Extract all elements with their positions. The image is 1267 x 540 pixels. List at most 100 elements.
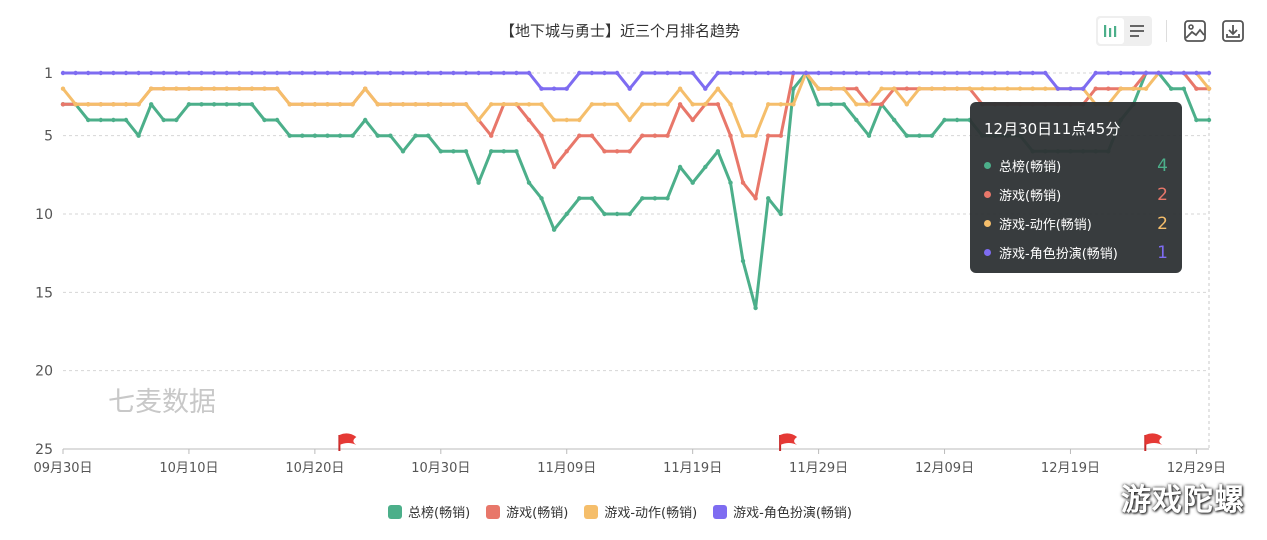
data-point[interactable]	[526, 117, 532, 123]
data-point[interactable]	[564, 86, 569, 91]
data-point[interactable]	[753, 305, 758, 311]
data-point[interactable]	[426, 133, 431, 138]
data-point[interactable]	[1181, 86, 1187, 91]
data-point[interactable]	[1093, 86, 1098, 91]
data-point[interactable]	[476, 117, 481, 123]
data-point[interactable]	[451, 149, 456, 154]
data-point[interactable]	[262, 86, 267, 91]
data-point[interactable]	[627, 117, 632, 123]
data-point[interactable]	[829, 86, 834, 91]
data-point[interactable]	[123, 117, 129, 123]
data-point[interactable]	[564, 149, 569, 154]
data-point[interactable]	[224, 70, 229, 76]
data-point[interactable]	[627, 86, 632, 91]
data-point[interactable]	[640, 196, 645, 201]
data-point[interactable]	[1093, 70, 1098, 76]
data-point[interactable]	[1030, 70, 1035, 76]
data-point[interactable]	[728, 180, 733, 185]
data-point[interactable]	[577, 117, 582, 123]
data-point[interactable]	[589, 196, 595, 201]
data-point[interactable]	[337, 102, 343, 107]
data-point[interactable]	[199, 70, 204, 76]
data-point[interactable]	[489, 149, 494, 154]
data-point[interactable]	[954, 70, 960, 76]
data-point[interactable]	[602, 102, 607, 107]
data-point[interactable]	[350, 70, 355, 76]
data-point[interactable]	[854, 86, 859, 91]
data-point[interactable]	[337, 70, 343, 76]
data-point[interactable]	[753, 133, 758, 138]
data-point[interactable]	[476, 180, 481, 185]
data-point[interactable]	[1169, 70, 1174, 76]
data-point[interactable]	[551, 164, 557, 170]
data-point[interactable]	[300, 102, 305, 107]
data-point[interactable]	[728, 133, 733, 138]
data-point[interactable]	[350, 133, 355, 138]
data-point[interactable]	[237, 86, 242, 91]
data-point[interactable]	[564, 211, 569, 217]
data-point[interactable]	[1206, 70, 1212, 76]
legend-item-overall[interactable]: 总榜(畅销)	[388, 502, 470, 521]
data-point[interactable]	[211, 86, 217, 91]
data-point[interactable]	[161, 86, 166, 91]
data-point[interactable]	[1143, 86, 1149, 91]
legend-item-games[interactable]: 游戏(畅销)	[486, 502, 568, 521]
data-point[interactable]	[992, 86, 998, 91]
data-point[interactable]	[539, 196, 544, 201]
data-point[interactable]	[929, 86, 935, 91]
data-point[interactable]	[438, 102, 443, 107]
data-point[interactable]	[766, 102, 771, 107]
data-point[interactable]	[400, 70, 406, 76]
data-point[interactable]	[942, 86, 947, 91]
data-point[interactable]	[892, 86, 897, 91]
data-point[interactable]	[149, 70, 154, 76]
data-point[interactable]	[614, 211, 620, 217]
data-point[interactable]	[60, 86, 66, 91]
data-point[interactable]	[677, 164, 683, 170]
data-point[interactable]	[778, 211, 783, 217]
data-point[interactable]	[753, 70, 758, 76]
data-point[interactable]	[589, 133, 595, 138]
data-point[interactable]	[551, 117, 557, 123]
data-point[interactable]	[778, 102, 783, 107]
data-point[interactable]	[690, 102, 695, 107]
data-point[interactable]	[866, 133, 872, 138]
data-point[interactable]	[652, 133, 658, 138]
data-point[interactable]	[766, 70, 771, 76]
data-point[interactable]	[816, 102, 821, 107]
data-point[interactable]	[967, 70, 972, 76]
data-point[interactable]	[954, 86, 960, 91]
event-flags[interactable]	[338, 433, 1163, 451]
data-point[interactable]	[149, 86, 154, 91]
data-point[interactable]	[514, 102, 519, 107]
data-point[interactable]	[904, 133, 909, 138]
data-point[interactable]	[463, 149, 469, 154]
data-point[interactable]	[199, 102, 204, 107]
data-point[interactable]	[526, 102, 532, 107]
data-point[interactable]	[476, 70, 481, 76]
data-point[interactable]	[375, 133, 380, 138]
data-point[interactable]	[161, 117, 166, 123]
data-point[interactable]	[325, 70, 330, 76]
data-point[interactable]	[237, 102, 242, 107]
data-point[interactable]	[262, 70, 267, 76]
data-point[interactable]	[879, 70, 884, 76]
data-point[interactable]	[841, 102, 846, 107]
data-point[interactable]	[1043, 86, 1048, 91]
data-point[interactable]	[136, 70, 141, 76]
data-point[interactable]	[426, 102, 431, 107]
data-point[interactable]	[300, 133, 305, 138]
data-point[interactable]	[1068, 86, 1073, 91]
data-point[interactable]	[363, 86, 368, 91]
data-point[interactable]	[287, 70, 292, 76]
data-point[interactable]	[1194, 86, 1199, 91]
data-point[interactable]	[791, 70, 796, 76]
data-point[interactable]	[149, 102, 154, 107]
data-point[interactable]	[1181, 70, 1187, 76]
data-point[interactable]	[703, 102, 708, 107]
data-point[interactable]	[501, 70, 506, 76]
data-point[interactable]	[539, 133, 544, 138]
data-point[interactable]	[665, 102, 670, 107]
data-point[interactable]	[86, 117, 91, 123]
data-point[interactable]	[463, 102, 469, 107]
